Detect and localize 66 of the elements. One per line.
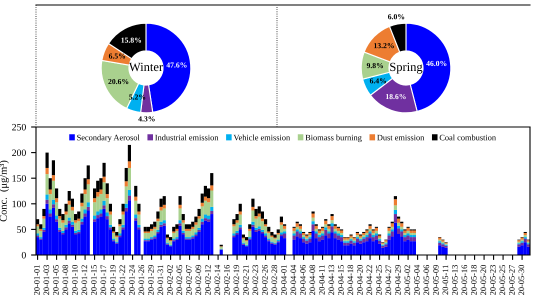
- x-tick-label: 20-04-25: [376, 265, 382, 295]
- x-tick-label: 20-05-04: [414, 264, 420, 295]
- x-tick-label: 20-04-18: [348, 265, 354, 295]
- x-tick-label: 20-02-16: [224, 264, 230, 295]
- y-tick-label: 250: [12, 124, 26, 130]
- legend-label: Industrial emission: [155, 134, 218, 140]
- y-tick-label: 150: [12, 175, 26, 182]
- x-tick-label: 20-04-06: [300, 264, 306, 295]
- x-tick-label: 20-05-09: [433, 265, 439, 295]
- x-tick-label: 20-02-26: [262, 264, 268, 295]
- x-tick-label: 20-01-22: [120, 265, 126, 295]
- x-tick-label: 20-04-20: [357, 265, 363, 295]
- x-tick-label: 20-01-03: [44, 265, 50, 295]
- legend-label: Secondary Aerosol: [77, 134, 140, 142]
- x-tick-label: 20-02-09: [196, 265, 202, 295]
- x-tick-label: 20-05-30: [518, 265, 524, 295]
- y-tick-label: 100: [12, 200, 26, 208]
- y-tick-label: 0: [22, 252, 26, 258]
- x-tick-label: 20-04-27: [386, 264, 392, 295]
- x-tick-label: 20-04-22: [366, 265, 372, 295]
- x-tick-label: 20-02-23: [252, 265, 258, 295]
- x-tick-label: 20-05-23: [490, 265, 496, 295]
- x-tick-label: 20-01-26: [138, 264, 144, 295]
- x-tick-label: 20-02-12: [205, 265, 211, 295]
- x-tick-label: 20-05-20: [480, 265, 486, 295]
- x-tick-label: 20-01-05: [53, 265, 59, 295]
- x-tick-label: 20-05-18: [471, 265, 477, 295]
- x-tick-label: 20-02-21: [243, 265, 249, 295]
- x-tick-label: 20-05-16: [462, 264, 468, 295]
- x-tick-label: 20-01-12: [82, 265, 88, 295]
- x-tick-label: 20-04-13: [328, 265, 334, 295]
- x-tick-label: 20-02-05: [176, 265, 182, 295]
- x-tick-label: 20-01-17: [100, 264, 106, 295]
- text: Winter: [128, 62, 163, 72]
- x-tick-label: 20-05-11: [442, 265, 448, 295]
- x-tick-label: 20-01-29: [148, 265, 154, 295]
- x-tick-label: 20-02-07: [186, 264, 192, 295]
- x-tick-label: 20-04-29: [395, 265, 401, 295]
- legend-label: Dust emission: [377, 134, 424, 140]
- y-tick-label: 50: [17, 226, 26, 233]
- x-tick-label: 20-02-14: [214, 264, 220, 295]
- x-tick-label: 20-05-13: [452, 265, 458, 295]
- x-tick-label: 20-01-08: [62, 265, 68, 295]
- x-tick-label: 20-01-19: [110, 265, 116, 295]
- x-tick-label: 20-05-27: [509, 264, 515, 295]
- legend-label: Biomass burning: [305, 134, 362, 142]
- x-tick-label: 20-04-01: [281, 265, 287, 295]
- legend-label: Coal combustion: [440, 134, 496, 140]
- y-tick-label: 200: [12, 150, 26, 156]
- x-tick-label: 20-05-06: [424, 264, 430, 295]
- x-tick-label: 20-02-28: [272, 265, 278, 295]
- text: Spring: [390, 62, 422, 74]
- x-tick-label: 20-01-24: [129, 264, 135, 295]
- x-tick-label: 20-01-10: [72, 265, 78, 295]
- x-tick-label: 20-02-19: [234, 265, 240, 295]
- x-tick-label: 20-04-04: [290, 264, 296, 295]
- legend-label: Vehicle emission: [234, 134, 290, 140]
- x-tick-label: 20-01-31: [158, 265, 164, 295]
- x-tick-label: 20-04-11: [319, 265, 325, 295]
- x-tick-label: 20-04-15: [338, 265, 344, 295]
- x-tick-label: 20-05-02: [404, 265, 410, 295]
- x-tick-label: 20-04-08: [310, 265, 316, 295]
- x-tick-label: 20-01-01: [34, 265, 40, 295]
- x-tick-label: 20-02-02: [167, 265, 173, 295]
- x-tick-label: 20-05-25: [500, 265, 506, 295]
- x-tick-label: 20-01-15: [91, 265, 97, 295]
